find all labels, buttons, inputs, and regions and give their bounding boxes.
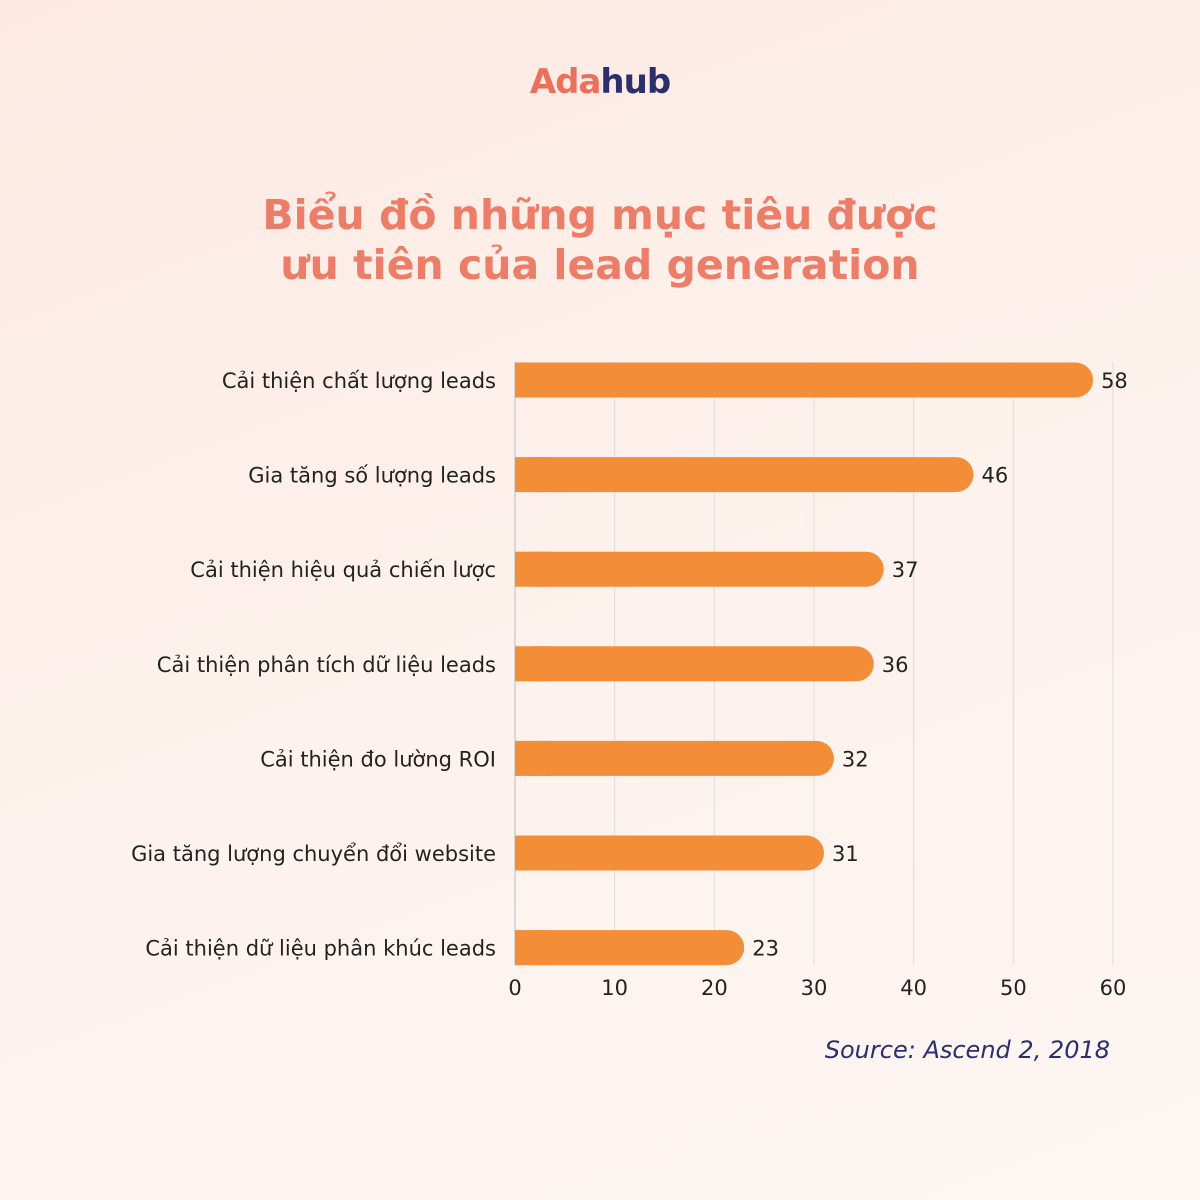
value-label: 58	[1101, 369, 1128, 393]
category-label: Cải thiện hiệu quả chiến lược	[190, 558, 496, 582]
x-tick-label: 50	[1000, 976, 1027, 1000]
x-tick-label: 10	[601, 976, 628, 1000]
adahub-logo: Adahub	[0, 62, 1200, 102]
category-label: Gia tăng lượng chuyển đổi website	[131, 842, 496, 866]
chart-title-line1: Biểu đồ những mục tiêu được	[262, 191, 938, 239]
x-tick-label: 0	[508, 976, 521, 1000]
category-label: Gia tăng số lượng leads	[248, 464, 496, 488]
category-label: Cải thiện đo lường ROI	[260, 747, 496, 771]
value-label: 23	[752, 937, 779, 961]
bar	[515, 362, 1094, 398]
bar-clip	[497, 362, 516, 399]
chart-title: Biểu đồ những mục tiêu được ưu tiên của …	[0, 190, 1200, 290]
x-tick-label: 20	[701, 976, 728, 1000]
x-tick-label: 40	[900, 976, 927, 1000]
x-tick-label: 30	[801, 976, 828, 1000]
bar-clip	[497, 929, 516, 966]
bar-clip	[497, 645, 516, 682]
bar-clip	[497, 835, 516, 872]
chart-title-line2: ưu tiên của lead generation	[280, 241, 920, 289]
category-label: Cải thiện phân tích dữ liệu leads	[157, 653, 496, 677]
bar	[515, 740, 834, 776]
source-note: Source: Ascend 2, 2018	[824, 1036, 1110, 1064]
bar	[515, 457, 974, 493]
value-label: 36	[882, 653, 909, 677]
value-label: 31	[832, 842, 859, 866]
bar	[515, 646, 874, 682]
bar-clip	[497, 551, 516, 588]
logo-part-hub: hub	[600, 62, 671, 102]
bar	[515, 551, 884, 587]
value-label: 37	[892, 558, 919, 582]
logo-part-ada: Ada	[529, 62, 602, 102]
bar	[515, 835, 824, 871]
bar-clip	[497, 456, 516, 493]
value-label: 46	[981, 464, 1008, 488]
category-label: Cải thiện dữ liệu phân khúc leads	[145, 937, 496, 961]
value-label: 32	[842, 747, 869, 771]
category-label: Cải thiện chất lượng leads	[222, 369, 496, 393]
x-tick-label: 60	[1100, 976, 1127, 1000]
bar-clip	[497, 740, 516, 777]
bar	[515, 930, 745, 966]
